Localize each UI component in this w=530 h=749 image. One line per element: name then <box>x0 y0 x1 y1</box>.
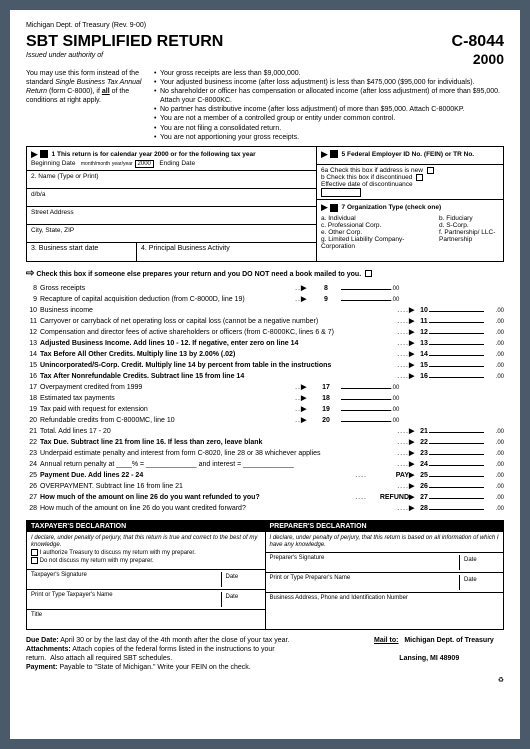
form-line-24: 24Annual return penalty at ____% = _____… <box>26 460 504 470</box>
box-2-dba[interactable]: d/b/a <box>27 189 316 207</box>
taxpayer-decl-body: I declare, under penalty of perjury, tha… <box>27 532 265 569</box>
taxpayer-decl-header: TAXPAYER'S DECLARATION <box>27 521 265 532</box>
form-line-12: 12Compensation and director fees of acti… <box>26 328 504 338</box>
main-title: SBT SIMPLIFIED RETURN <box>26 33 223 51</box>
form-line-11: 11Carryover or carryback of net operatin… <box>26 317 504 327</box>
box-2-street[interactable]: Street Address <box>27 207 316 225</box>
title-row: SBT SIMPLIFIED RETURN Issued under autho… <box>26 33 504 67</box>
bullet: No shareholder or officer has compensati… <box>154 87 504 105</box>
form-year: 2000 <box>452 51 504 67</box>
issued-authority: Issued under authority of <box>26 52 223 59</box>
dept-header: Michigan Dept. of Treasury (Rev. 9-00) <box>26 22 504 29</box>
box-2-city[interactable]: City, State, ZIP <box>27 225 316 243</box>
preparer-name-row[interactable]: Print or Type Preparer's Name Date <box>266 572 504 592</box>
box-4[interactable]: 4. Principal Business Activity <box>137 243 316 261</box>
bullet: No partner has distributive income (afte… <box>154 105 504 114</box>
bullet: Your adjusted business income (after los… <box>154 78 504 87</box>
recycle-icon: ♻ <box>26 676 504 685</box>
box-5[interactable]: ▶ 5 Federal Employer ID No. (FEIN) or TR… <box>317 147 503 165</box>
form-line-26: 26OVERPAYMENT. Subtract line 16 from lin… <box>26 482 504 492</box>
preparer-decl-header: PREPARER'S DECLARATION <box>266 521 504 532</box>
form-line-25: 25Payment Due. Add lines 22 - 24....PAY▶… <box>26 471 504 481</box>
taxpayer-title-row[interactable]: Title <box>27 609 265 629</box>
box-7: ▶ 7 Organization Type (check one) a. Ind… <box>317 200 503 252</box>
preparer-signature-row[interactable]: Preparer's Signature Date <box>266 552 504 572</box>
form-line-9: 9Recapture of capital acquisition deduct… <box>26 295 504 305</box>
intro-section: You may use this form instead of the sta… <box>26 69 504 142</box>
preparer-addr-row[interactable]: Business Address, Phone and Identificati… <box>266 592 504 612</box>
form-number: C-8044 <box>452 33 504 51</box>
box-6: 6a Check this box if address is new b Ch… <box>317 165 503 200</box>
due-date-text: April 30 or by the last day of the 4th m… <box>60 637 289 644</box>
check-mail-row: ⇨ Check this box if someone else prepare… <box>26 266 504 281</box>
preparer-decl-body: I declare, under penalty of perjury, tha… <box>266 532 504 552</box>
form-line-16: 16Tax After Nonrefundable Credits. Subtr… <box>26 372 504 382</box>
bullet: You are not apportioning your gross rece… <box>154 133 504 142</box>
form-page: Michigan Dept. of Treasury (Rev. 9-00) S… <box>10 10 520 739</box>
form-line-21: 21Total. Add lines 17 - 20....▶21.00 <box>26 427 504 437</box>
bullet: You are not a member of a controlled gro… <box>154 114 504 123</box>
intro-text: You may use this form instead of the sta… <box>26 69 146 142</box>
form-line-14: 14Tax Before All Other Credits. Multiply… <box>26 350 504 360</box>
bullet: Your gross receipts are less than $9,000… <box>154 69 504 78</box>
form-line-15: 15Unincorporated/S-Corp. Credit. Multipl… <box>26 361 504 371</box>
form-line-17: 17Overpayment credited from 1999..▶17.00 <box>26 383 504 393</box>
taxpayer-name-row[interactable]: Print or Type Taxpayer's Name Date <box>27 589 265 609</box>
declaration-section: TAXPAYER'S DECLARATION I declare, under … <box>26 520 504 630</box>
discontinue-date-field[interactable] <box>321 188 361 197</box>
form-line-10: 10Business income....▶10.00 <box>26 306 504 316</box>
checkbox-authorize[interactable] <box>31 549 38 556</box>
checkbox-discontinued[interactable] <box>416 174 423 181</box>
taxpayer-signature-row[interactable]: Taxpayer's Signature Date <box>27 569 265 589</box>
form-line-20: 20Refundable credits from C-8000MC, line… <box>26 416 504 426</box>
form-line-18: 18Estimated tax payments..▶18.00 <box>26 394 504 404</box>
form-line-13: 13Adjusted Business Income. Add lines 10… <box>26 339 504 349</box>
box-1: ▶ 1 This return is for calendar year 200… <box>27 147 316 171</box>
form-line-28: 28How much of the amount on line 26 do y… <box>26 504 504 514</box>
form-line-22: 22Tax Due. Subtract line 21 from line 16… <box>26 438 504 448</box>
form-line-27: 27How much of the amount on line 26 do y… <box>26 493 504 503</box>
footer: Due Date: April 30 or by the last day of… <box>26 636 504 685</box>
form-line-19: 19Tax paid with request for extension..▶… <box>26 405 504 415</box>
filer-box: ▶ 1 This return is for calendar year 200… <box>26 146 504 262</box>
box-2-name[interactable]: 2. Name (Type or Print) <box>27 171 316 189</box>
form-lines: 8Gross receipts..▶8.009Recapture of capi… <box>26 284 504 514</box>
form-number-block: C-8044 2000 <box>452 33 504 67</box>
form-line-8: 8Gross receipts..▶8.00 <box>26 284 504 294</box>
checkbox-no-book[interactable] <box>365 270 372 277</box>
intro-bullets: Your gross receipts are less than $9,000… <box>154 69 504 142</box>
bullet: You are not filing a consolidated return… <box>154 124 504 133</box>
form-line-23: 23Underpaid estimate penalty and interes… <box>26 449 504 459</box>
checkbox-no-discuss[interactable] <box>31 557 38 564</box>
checkbox-address-new[interactable] <box>427 167 434 174</box>
box-3[interactable]: 3. Business start date <box>27 243 137 261</box>
